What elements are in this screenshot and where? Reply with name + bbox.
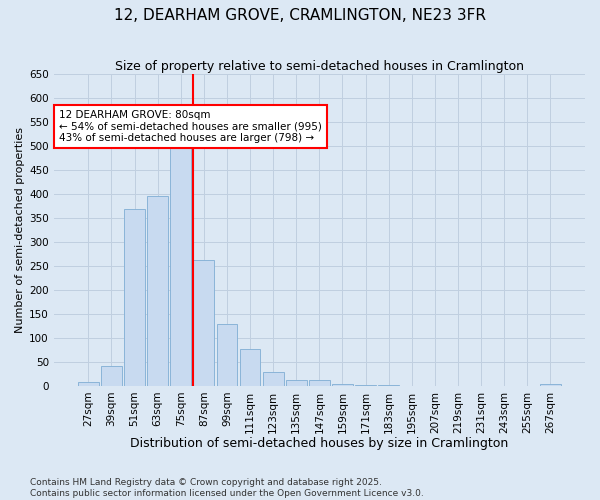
Bar <box>124 210 145 386</box>
Text: 12 DEARHAM GROVE: 80sqm
← 54% of semi-detached houses are smaller (995)
43% of s: 12 DEARHAM GROVE: 80sqm ← 54% of semi-de… <box>59 110 322 143</box>
Text: 12, DEARHAM GROVE, CRAMLINGTON, NE23 3FR: 12, DEARHAM GROVE, CRAMLINGTON, NE23 3FR <box>114 8 486 22</box>
Bar <box>263 372 284 386</box>
Bar <box>332 384 353 386</box>
Bar <box>78 382 99 386</box>
Bar <box>193 260 214 386</box>
X-axis label: Distribution of semi-detached houses by size in Cramlington: Distribution of semi-detached houses by … <box>130 437 509 450</box>
Bar <box>540 384 561 386</box>
Bar <box>217 324 238 386</box>
Y-axis label: Number of semi-detached properties: Number of semi-detached properties <box>15 127 25 333</box>
Text: Contains HM Land Registry data © Crown copyright and database right 2025.
Contai: Contains HM Land Registry data © Crown c… <box>30 478 424 498</box>
Title: Size of property relative to semi-detached houses in Cramlington: Size of property relative to semi-detach… <box>115 60 524 73</box>
Bar <box>309 380 330 386</box>
Bar <box>101 366 122 386</box>
Bar <box>170 136 191 386</box>
Bar <box>286 380 307 386</box>
Bar <box>239 349 260 386</box>
Bar <box>147 196 168 386</box>
